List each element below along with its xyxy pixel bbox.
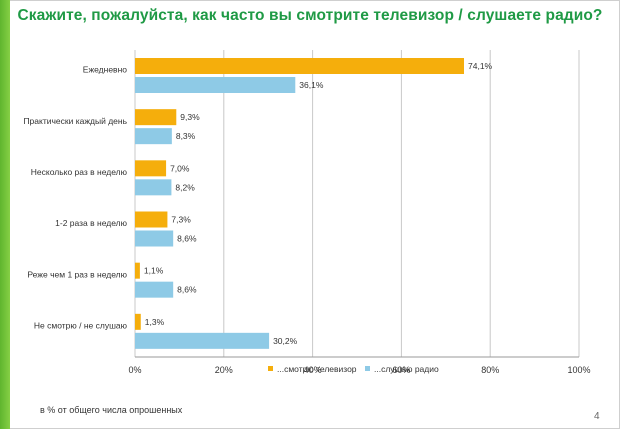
chart-title: Скажите, пожалуйста, как часто вы смотри…	[17, 7, 603, 24]
data-label: 36,1%	[299, 80, 324, 90]
legend-swatch	[365, 366, 370, 371]
footnote: в % от общего числа опрошенных	[40, 405, 183, 415]
data-label: 8,6%	[177, 234, 197, 244]
data-label: 74,1%	[468, 61, 493, 71]
bar-radio	[135, 230, 174, 247]
accent-bar	[0, 0, 10, 429]
category-label: Ежедневно	[83, 65, 127, 75]
data-label: 7,0%	[170, 163, 190, 173]
category-label: 1-2 раза в неделю	[55, 218, 127, 228]
page-number: 4	[594, 411, 600, 422]
x-tick-label: 0%	[128, 365, 141, 375]
data-label: 1,1%	[144, 266, 164, 276]
data-label: 1,3%	[145, 317, 165, 327]
category-label: Практически каждый день	[23, 116, 127, 126]
legend-label: ...слушаю радио	[374, 364, 439, 374]
legend-label: ...смотрю телевизор	[277, 364, 357, 374]
data-label: 9,3%	[180, 112, 200, 122]
bar-tv	[135, 313, 141, 330]
data-label: 8,2%	[175, 182, 195, 192]
bar-radio	[135, 332, 270, 349]
bar-radio	[135, 77, 296, 93]
x-tick-label: 100%	[567, 365, 590, 375]
data-label: 7,3%	[171, 215, 191, 225]
bar-tv	[135, 160, 167, 177]
bar-radio	[135, 179, 172, 196]
data-label: 8,3%	[176, 131, 196, 141]
x-tick-label: 40%	[304, 365, 322, 375]
legend-swatch	[268, 366, 273, 371]
bar-radio	[135, 128, 172, 145]
x-tick-label: 80%	[481, 365, 499, 375]
bar-tv	[135, 211, 168, 228]
category-label: Не смотрю / не слушаю	[34, 320, 128, 330]
bar-tv	[135, 262, 140, 279]
bar-radio	[135, 281, 174, 298]
x-tick-label: 60%	[392, 365, 410, 375]
category-label: Реже чем 1 раз в неделю	[27, 269, 127, 279]
category-label: Несколько раз в неделю	[31, 167, 128, 177]
bar-tv	[135, 109, 177, 126]
data-label: 8,6%	[177, 285, 197, 295]
data-label: 30,2%	[273, 336, 298, 346]
x-tick-label: 20%	[215, 365, 233, 375]
bar-tv	[135, 58, 465, 74]
